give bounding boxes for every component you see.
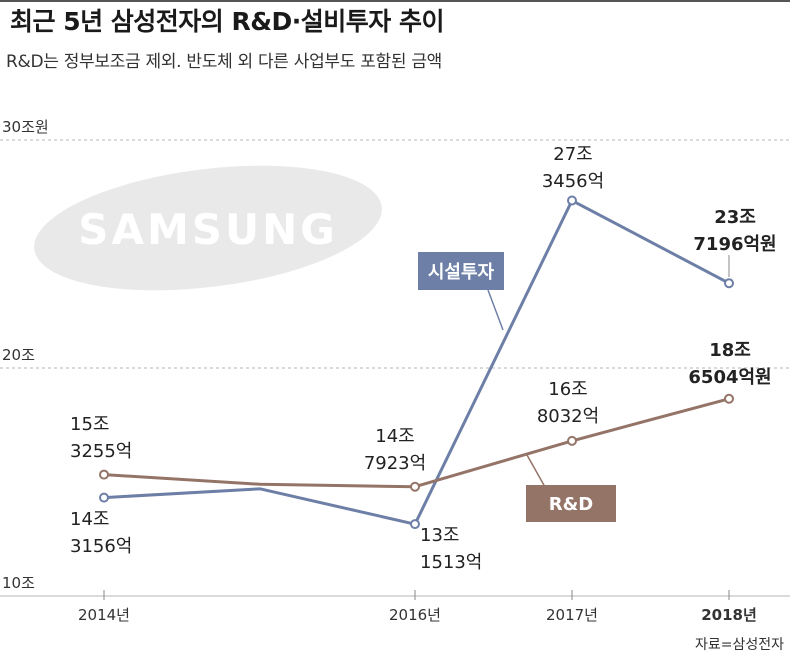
legend-label-capex: 시설투자 [428, 262, 495, 283]
x-tick-label: 2018년 [701, 606, 757, 624]
legend-pointer [526, 454, 546, 488]
y-tick-label: 10조 [2, 574, 35, 592]
data-label: 15조 [70, 414, 109, 435]
y-tick-label: 20조 [2, 346, 35, 364]
data-label: 6504억원 [688, 367, 771, 388]
chart-subtitle: R&D는 정부보조금 제외. 반도체 외 다른 사업부도 포함된 금액 [6, 52, 443, 72]
data-label: 7923억 [364, 453, 426, 474]
legend-box-rnd [526, 485, 616, 522]
data-label: 23조 [714, 207, 756, 228]
legend-label-rnd: R&D [549, 494, 594, 515]
data-point [567, 435, 577, 446]
data-point [99, 469, 109, 480]
data-point [724, 393, 734, 404]
x-tick-label: 2017년 [546, 606, 598, 624]
data-label: 3456억 [542, 171, 604, 192]
source-note: 자료=삼성전자 [694, 637, 784, 653]
top-rule [0, 0, 790, 2]
data-label: 3255억 [70, 441, 132, 462]
data-label: 8032억 [537, 406, 599, 427]
data-point [410, 481, 420, 492]
data-point [410, 519, 420, 530]
data-label: 14조 [70, 509, 109, 530]
data-label: 1513억 [420, 552, 482, 573]
data-label: 14조 [375, 426, 414, 447]
x-tick-label: 2014년 [78, 606, 130, 624]
x-tick-label: 2016년 [389, 606, 441, 624]
y-tick-label: 30조원 [2, 118, 49, 136]
legend-box-capex [418, 252, 504, 290]
data-label: 13조 [420, 525, 459, 546]
legend-pointer [487, 289, 504, 331]
data-point [567, 195, 577, 206]
samsung-logo-text: SAMSUNG [78, 205, 338, 254]
data-label: 18조 [709, 340, 751, 361]
data-label: 7196억원 [693, 234, 776, 255]
data-label: 27조 [553, 144, 592, 165]
samsung-logo: SAMSUNG [34, 165, 382, 291]
data-label: 3156억 [70, 536, 132, 557]
data-point [724, 278, 734, 289]
chart-title: 최근 5년 삼성전자의 R&D·설비투자 추이 [10, 7, 445, 36]
data-point [99, 492, 109, 503]
data-label: 16조 [548, 379, 587, 400]
